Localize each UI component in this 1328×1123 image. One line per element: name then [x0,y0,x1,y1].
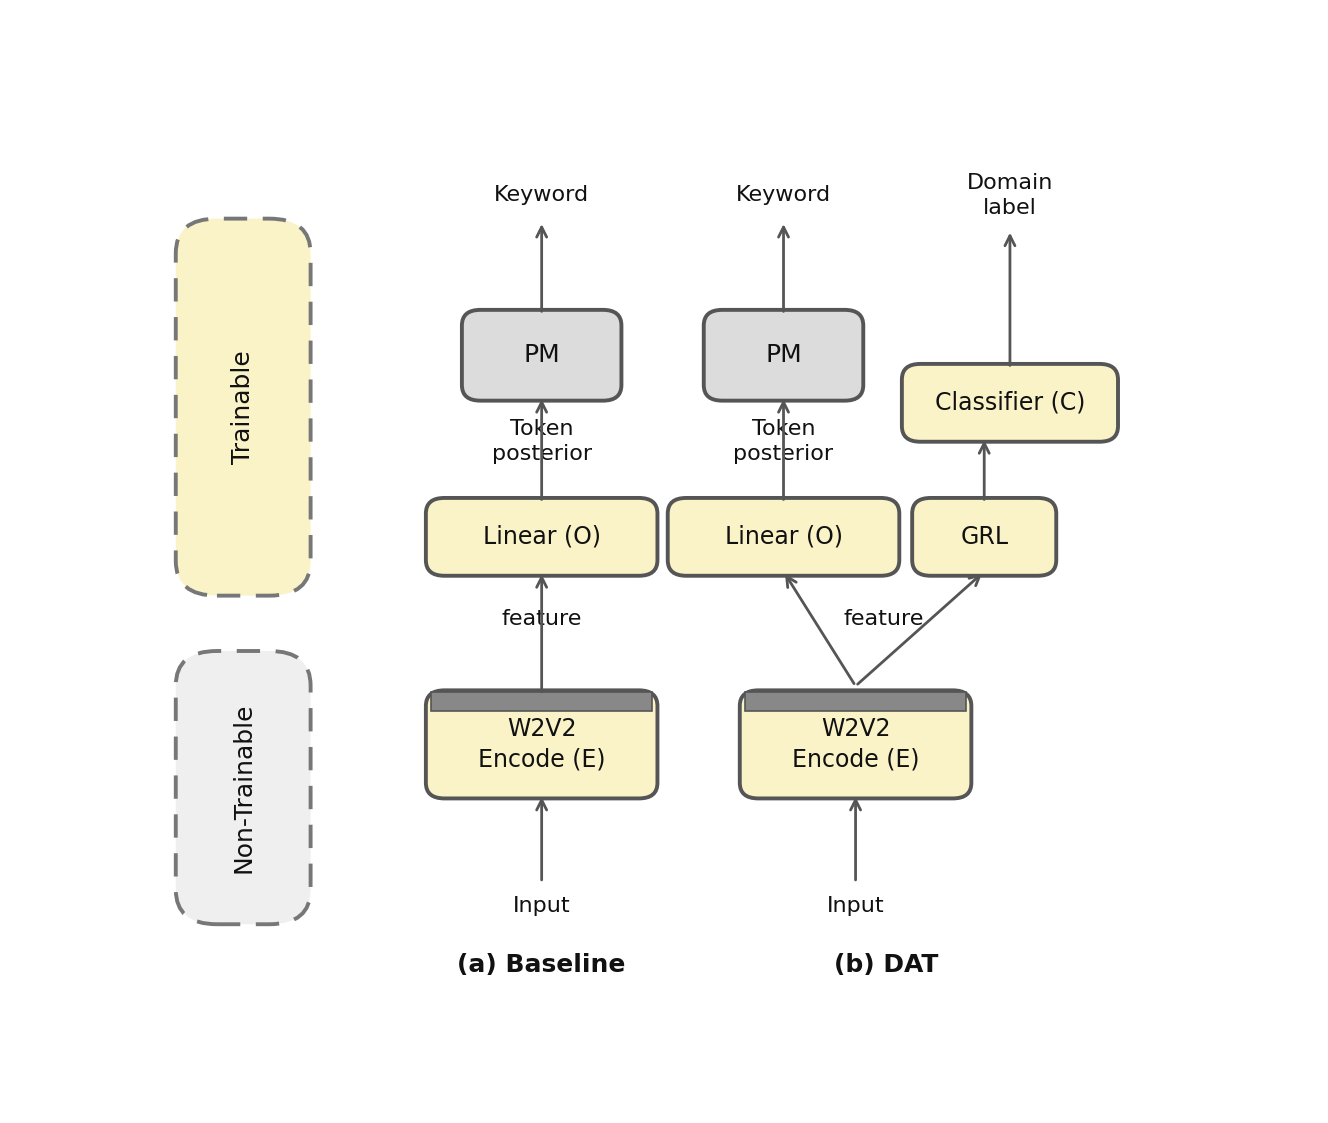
Text: GRL: GRL [960,524,1008,549]
Text: Classifier (C): Classifier (C) [935,391,1085,414]
Text: (a) Baseline: (a) Baseline [457,953,625,977]
FancyBboxPatch shape [668,497,899,576]
Text: Keyword: Keyword [494,185,590,206]
Text: feature: feature [843,609,924,629]
FancyBboxPatch shape [745,692,967,711]
FancyBboxPatch shape [912,497,1056,576]
Text: Linear (O): Linear (O) [482,524,600,549]
Text: Token
posterior: Token posterior [491,419,592,464]
Text: W2V2
Encode (E): W2V2 Encode (E) [791,718,919,772]
FancyBboxPatch shape [740,691,971,798]
Text: feature: feature [502,609,582,629]
FancyBboxPatch shape [704,310,863,401]
FancyBboxPatch shape [432,692,652,711]
Text: Input: Input [827,896,884,916]
FancyBboxPatch shape [902,364,1118,441]
FancyBboxPatch shape [175,219,311,595]
Text: Domain
label: Domain label [967,173,1053,218]
Text: PM: PM [523,344,560,367]
Text: Keyword: Keyword [736,185,831,206]
FancyBboxPatch shape [462,310,622,401]
Text: PM: PM [765,344,802,367]
Text: Non-Trainable: Non-Trainable [231,702,255,873]
Text: W2V2
Encode (E): W2V2 Encode (E) [478,718,606,772]
FancyBboxPatch shape [426,497,657,576]
Text: Input: Input [513,896,571,916]
Text: Linear (O): Linear (O) [725,524,842,549]
Text: (b) DAT: (b) DAT [834,953,939,977]
Text: Token
posterior: Token posterior [733,419,834,464]
FancyBboxPatch shape [426,691,657,798]
Text: Trainable: Trainable [231,350,255,464]
FancyBboxPatch shape [175,651,311,924]
